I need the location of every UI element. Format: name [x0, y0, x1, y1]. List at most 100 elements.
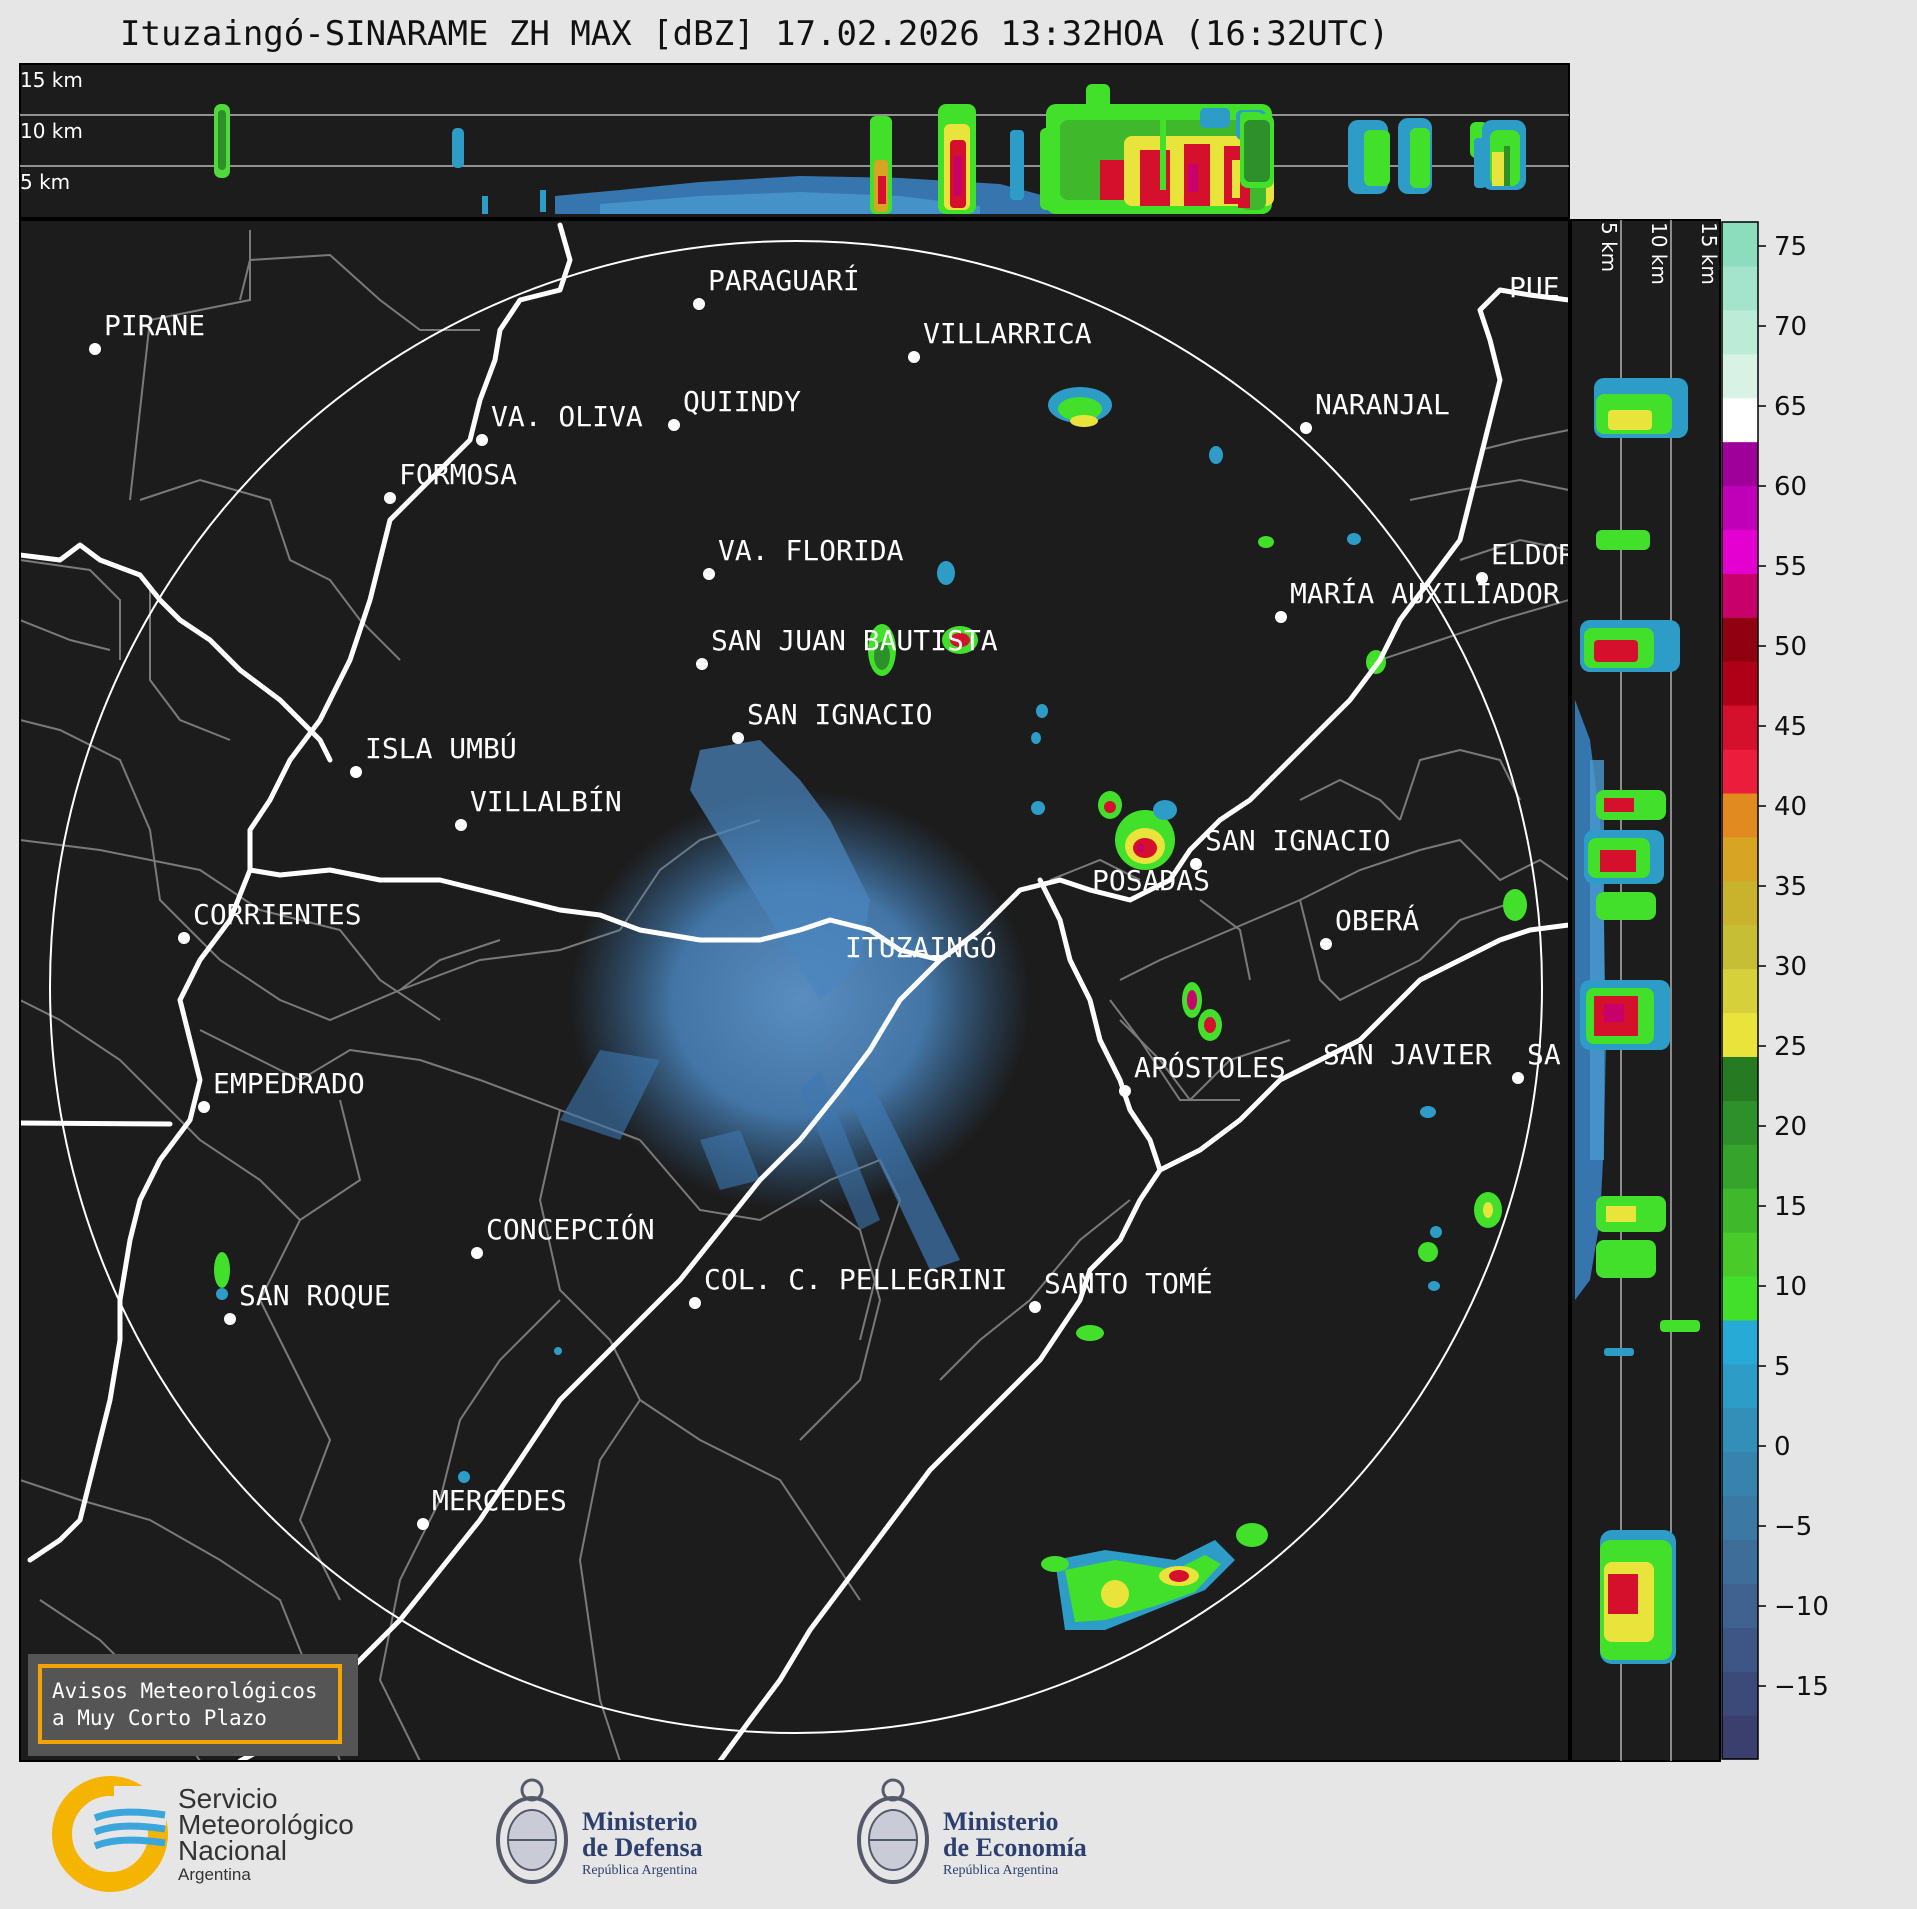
- place-dot: [417, 1518, 429, 1530]
- place-label: VILLALBÍN: [470, 784, 622, 818]
- colorbar-tick-label: 20: [1774, 1112, 1807, 1142]
- place-marker: NARANJAL: [1300, 388, 1450, 434]
- smn-logo-line3: Nacional: [178, 1835, 287, 1866]
- place-dot: [668, 419, 680, 431]
- place-dot: [703, 568, 715, 580]
- place-marker: MERCEDES: [417, 1484, 567, 1530]
- colorbar-swatch: [1722, 1144, 1758, 1189]
- place-dot: [732, 732, 744, 744]
- place-label: ELDOR: [1491, 538, 1575, 571]
- colorbar-swatch: [1722, 1715, 1758, 1760]
- colorbar-swatch: [1722, 265, 1758, 311]
- place-label: NARANJAL: [1315, 388, 1450, 421]
- colorbar-swatch: [1722, 924, 1758, 970]
- place-label: SAN JAVIER: [1323, 1038, 1492, 1071]
- warning-box[interactable]: Avisos Meteorológicos a Muy Corto Plazo: [28, 1654, 358, 1756]
- colorbar-tick-label: 50: [1774, 632, 1807, 662]
- top-label-10km: 10 km: [20, 119, 83, 143]
- top-echoes: [214, 84, 1526, 214]
- colorbar-tick-label: 15: [1774, 1192, 1807, 1222]
- colorbar-swatch: [1722, 1363, 1758, 1409]
- place-marker: SAN JUAN BAUTISTA: [696, 624, 998, 670]
- place-marker: FORMOSA: [384, 458, 517, 504]
- defensa-logo-line3: República Argentina: [582, 1863, 698, 1878]
- economia-logo: Ministerio de Economía República Argenti…: [857, 1778, 1087, 1884]
- smn-logo-line2: Meteorológico: [178, 1809, 354, 1840]
- colorbar-tick-label: 65: [1774, 392, 1807, 422]
- place-dot: [178, 932, 190, 944]
- colorbar-swatch: [1722, 705, 1758, 750]
- colorbar-swatch: [1722, 968, 1758, 1014]
- place-marker: APÓSTOLES: [1119, 1050, 1286, 1097]
- colorbar-tick-label: 75: [1774, 232, 1807, 262]
- colorbar-tick-label: −10: [1774, 1592, 1829, 1622]
- defensa-logo-line2: de Defensa: [582, 1833, 703, 1862]
- place-dot: [1476, 572, 1488, 584]
- place-dot: [908, 351, 920, 363]
- colorbar-swatch: [1722, 1583, 1758, 1628]
- colorbar-swatch: [1722, 1319, 1758, 1365]
- precipitation-echoes: [214, 387, 1527, 1630]
- place-marker: SAN JAVIER: [1323, 1038, 1492, 1071]
- economia-logo-line3: República Argentina: [943, 1863, 1059, 1878]
- place-label: ISLA UMBÚ: [365, 731, 517, 765]
- colorbar-tick-label: 0: [1774, 1432, 1791, 1462]
- colorbar-swatch: [1722, 1188, 1758, 1233]
- top-label-15km: 15 km: [20, 68, 83, 92]
- place-dot: [89, 343, 101, 355]
- side-label-5km: 5 km: [1597, 222, 1621, 272]
- place-dot: [1300, 422, 1312, 434]
- colorbar-tick-label: −5: [1774, 1512, 1812, 1542]
- colorbar-swatch: [1722, 485, 1758, 530]
- place-marker: OBERÁ: [1320, 903, 1419, 950]
- colorbar-swatch: [1722, 1012, 1758, 1057]
- place-label: POSADAS: [1092, 864, 1210, 897]
- place-label: SAN JUAN BAUTISTA: [711, 624, 998, 657]
- colorbar-tick-label: −15: [1774, 1672, 1829, 1702]
- place-label: VILLARRICA: [923, 317, 1092, 350]
- colorbar-tick-label: 30: [1774, 952, 1807, 982]
- colorbar-swatch: [1722, 573, 1758, 618]
- map-frame: [19, 219, 1570, 1762]
- smn-logo-line1: Servicio: [178, 1783, 278, 1814]
- colorbar-swatch: [1722, 529, 1758, 574]
- colorbar-swatch: [1722, 1275, 1758, 1321]
- colorbar-swatch: [1722, 1671, 1758, 1716]
- place-marker: PUE: [1509, 271, 1560, 304]
- place-dot: [696, 658, 708, 670]
- radar-site-label: ITUZAINGÓ: [845, 930, 997, 964]
- place-label: PUE: [1509, 271, 1560, 304]
- colorbar-swatch: [1722, 1451, 1758, 1497]
- colorbar-swatch: [1722, 353, 1758, 399]
- warning-box-line1: Avisos Meteorológicos: [52, 1679, 318, 1703]
- place-dot: [1320, 938, 1332, 950]
- defensa-logo-line1: Ministerio: [582, 1807, 698, 1836]
- place-dot: [693, 298, 705, 310]
- place-label: CORRIENTES: [193, 898, 362, 931]
- place-marker: SAN IGNACIO: [1190, 824, 1390, 870]
- place-label: SA: [1527, 1038, 1561, 1071]
- colorbar-swatch: [1722, 617, 1758, 662]
- place-label: CONCEPCIÓN: [486, 1212, 655, 1246]
- warning-box-border: [38, 1664, 342, 1744]
- colorbar-tick-label: 55: [1774, 552, 1807, 582]
- colorbar-swatch: [1722, 1232, 1758, 1277]
- place-dot: [1512, 1072, 1524, 1084]
- place-dot: [1275, 611, 1287, 623]
- colorbar-swatch: [1722, 792, 1758, 838]
- colorbar-swatch: [1722, 748, 1758, 794]
- colorbar-tick-label: 25: [1774, 1032, 1807, 1062]
- place-label: PARAGUARÍ: [708, 263, 860, 297]
- place-marker: SANTO TOMÉ: [1029, 1266, 1213, 1313]
- economia-logo-line1: Ministerio: [943, 1807, 1059, 1836]
- side-label-15km: 15 km: [1697, 222, 1721, 285]
- place-marker: SAN IGNACIO: [732, 698, 932, 744]
- warning-box-background: [28, 1654, 358, 1756]
- top-label-5km: 5 km: [20, 170, 70, 194]
- place-labels: PIRANE PARAGUARÍ VILLARRICA QUIINDY VA. OLIV…: [89, 263, 1575, 1530]
- colorbar-swatches: [1722, 222, 1758, 1760]
- coat-of-arms-icon: [496, 1778, 568, 1884]
- place-label: VA. OLIVA: [491, 400, 643, 433]
